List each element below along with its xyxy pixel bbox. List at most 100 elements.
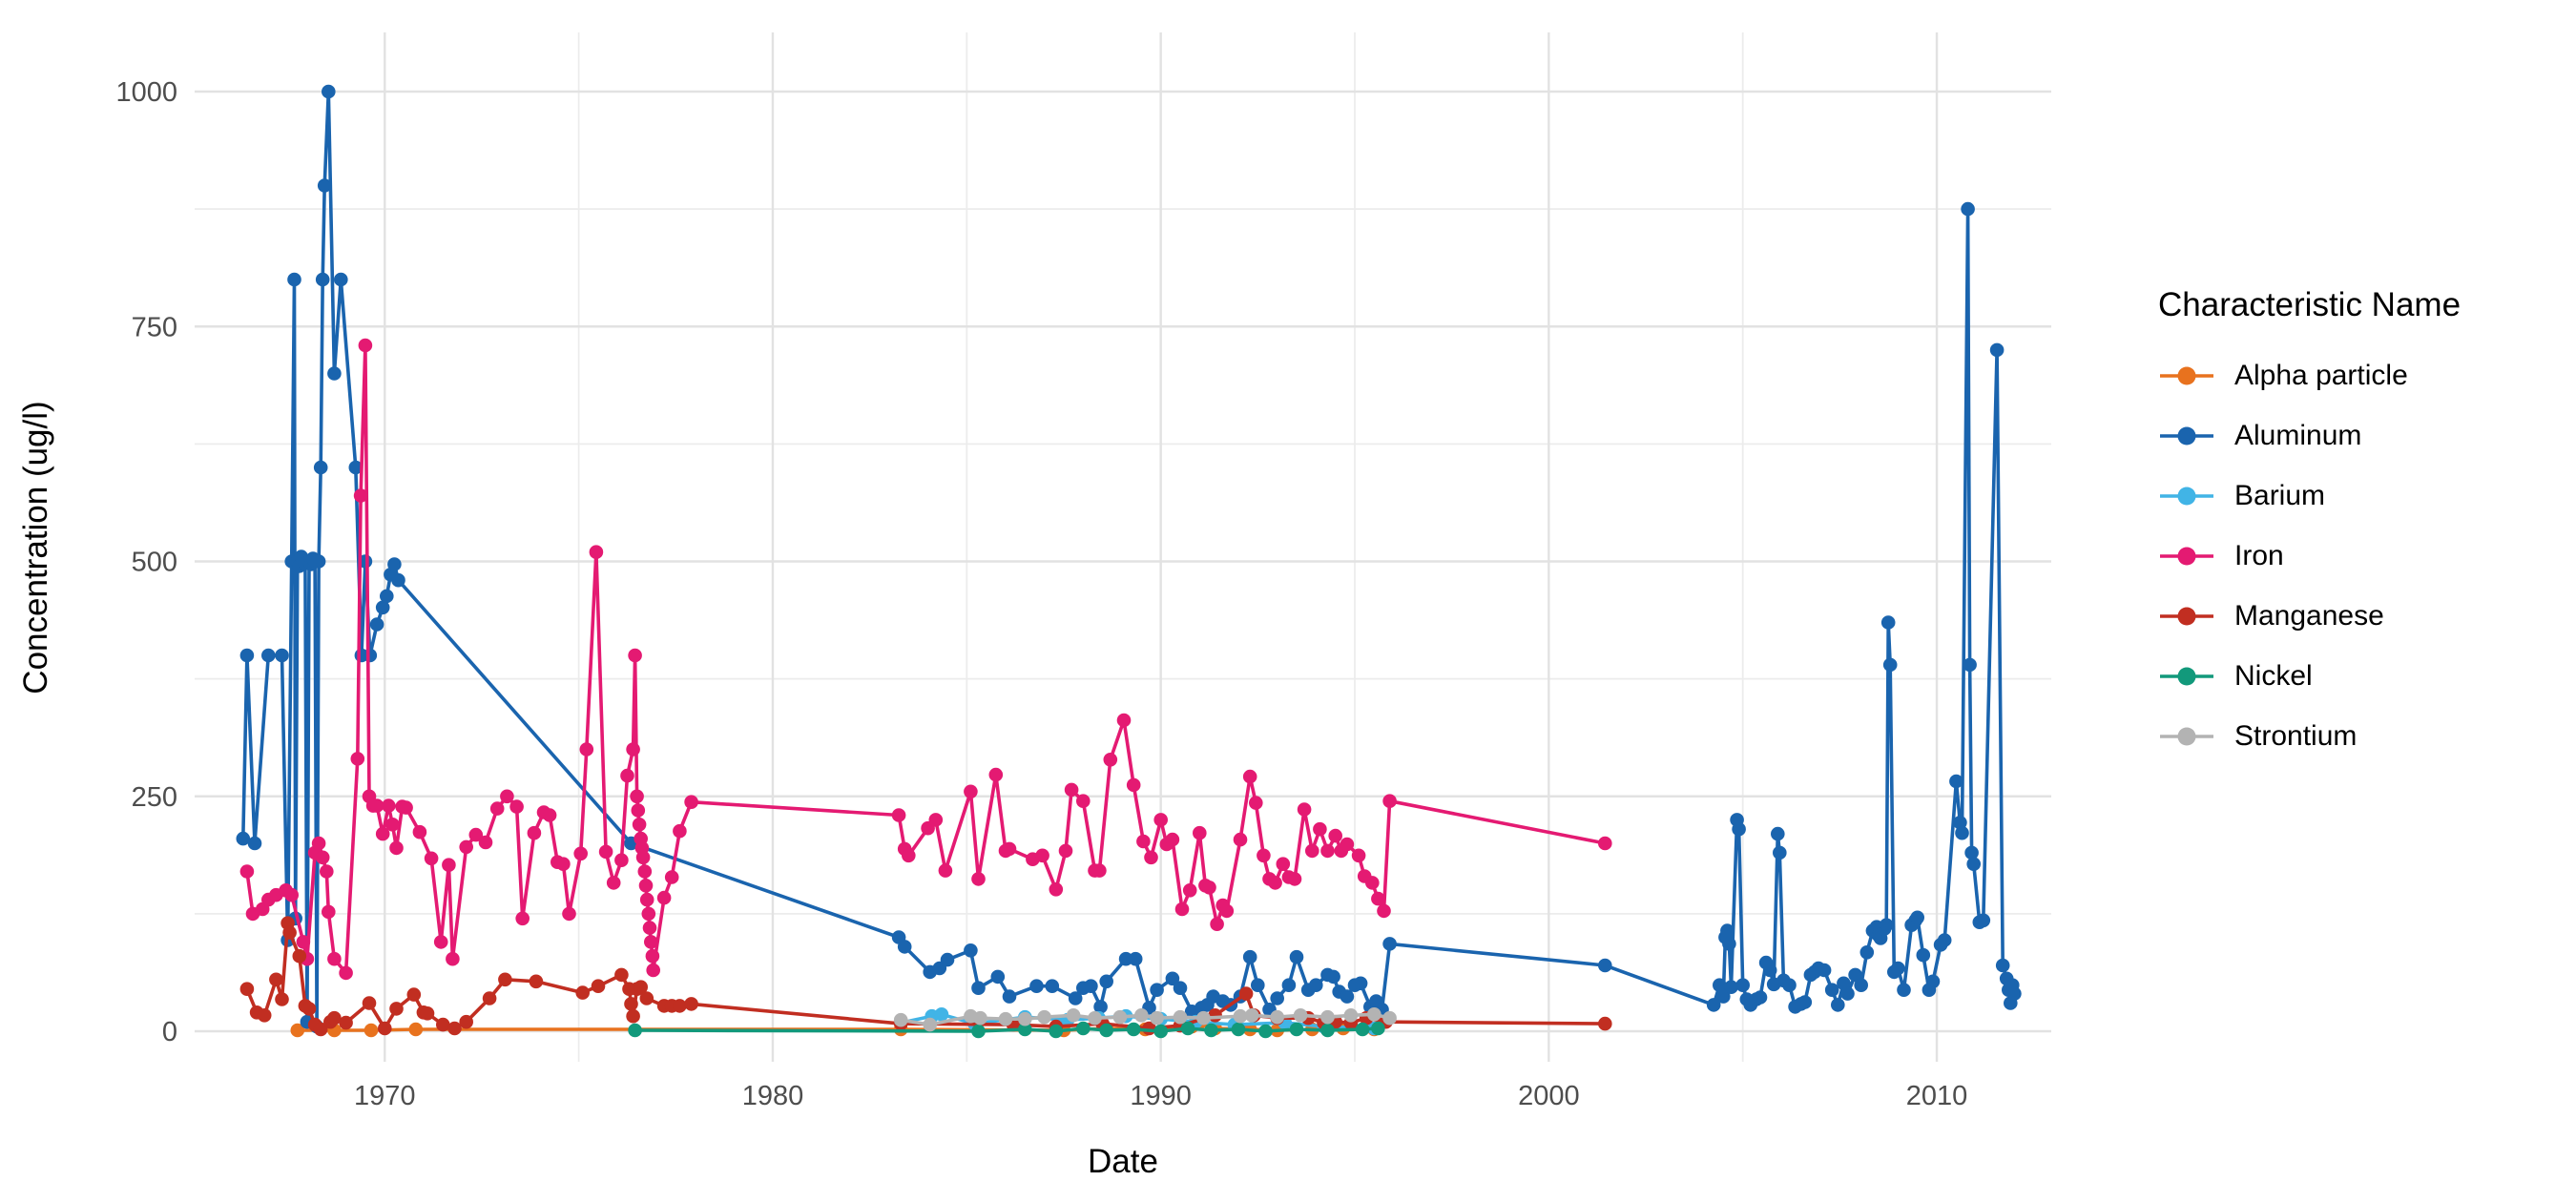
series-aluminum xyxy=(236,84,2022,1034)
legend-key-icon xyxy=(2160,607,2213,625)
data-point xyxy=(1313,821,1327,837)
data-point xyxy=(1084,979,1098,993)
data-point xyxy=(1242,769,1257,784)
data-point xyxy=(1320,1023,1335,1038)
data-point xyxy=(673,999,687,1013)
data-point xyxy=(1165,832,1180,847)
data-point xyxy=(562,906,576,922)
data-point xyxy=(988,767,1004,782)
data-point xyxy=(1018,1022,1032,1037)
data-point xyxy=(998,1011,1013,1026)
data-point xyxy=(891,808,906,822)
data-point xyxy=(378,1021,392,1036)
data-point xyxy=(239,648,255,663)
data-point xyxy=(1720,923,1735,938)
legend-title: Characteristic Name xyxy=(2158,286,2462,323)
data-point xyxy=(973,1010,987,1026)
data-point xyxy=(1879,918,1894,932)
data-point xyxy=(1831,998,1845,1012)
data-point xyxy=(1713,978,1727,992)
data-point xyxy=(1064,782,1079,798)
x-axis-title: Date xyxy=(1088,1143,1158,1180)
data-point xyxy=(362,996,377,1010)
legend-item-manganese: Manganese xyxy=(2158,599,2461,632)
data-point xyxy=(420,1006,435,1021)
data-point xyxy=(1049,882,1064,897)
series-strontium xyxy=(893,1007,1397,1032)
data-point xyxy=(990,969,1006,984)
data-point xyxy=(527,825,542,840)
data-point xyxy=(626,1008,640,1024)
data-point xyxy=(257,1008,272,1023)
data-point xyxy=(628,1023,642,1038)
data-point xyxy=(408,1022,424,1037)
data-point xyxy=(1353,976,1368,991)
data-point xyxy=(1367,1007,1381,1022)
data-point xyxy=(382,798,396,813)
data-point xyxy=(478,835,493,850)
legend-item-label: Iron xyxy=(2234,539,2284,571)
data-point xyxy=(1293,1008,1308,1023)
data-point xyxy=(1722,937,1736,951)
legend-item-iron: Iron xyxy=(2158,539,2461,572)
data-point xyxy=(1343,1008,1359,1023)
legend-item-nickel: Nickel xyxy=(2158,659,2461,693)
data-point xyxy=(1150,983,1164,997)
data-point xyxy=(637,864,653,879)
data-point xyxy=(1297,802,1312,817)
data-point xyxy=(339,1015,353,1030)
data-point xyxy=(1824,983,1839,997)
data-point xyxy=(1732,821,1746,837)
data-point xyxy=(1144,850,1158,865)
data-point xyxy=(239,864,255,879)
data-point xyxy=(482,991,497,1005)
data-point xyxy=(369,798,384,813)
data-point xyxy=(1340,989,1355,1004)
data-point xyxy=(1976,913,1991,928)
grid-major xyxy=(195,32,2051,1062)
data-point xyxy=(1076,794,1091,808)
data-point xyxy=(1371,1021,1385,1036)
data-point xyxy=(424,851,439,866)
data-point xyxy=(1126,777,1141,793)
axis-tick-labels: 0 250 500 750 1000 1970 1980 1990 2000 2010 xyxy=(115,77,1967,1111)
data-point xyxy=(938,863,953,878)
data-point xyxy=(239,982,255,996)
data-point xyxy=(1925,974,1941,989)
data-point xyxy=(971,1024,986,1039)
data-point xyxy=(1244,1008,1259,1023)
data-point xyxy=(1134,1008,1149,1023)
legend-key-icon xyxy=(2160,727,2213,745)
data-point xyxy=(1995,958,2010,973)
data-point xyxy=(375,600,390,615)
data-point xyxy=(1238,986,1254,1001)
data-point xyxy=(897,940,912,954)
data-point xyxy=(1797,995,1813,1009)
data-point xyxy=(1989,342,2005,358)
data-point xyxy=(1128,951,1143,966)
legend-item-label: Nickel xyxy=(2234,659,2313,692)
data-point xyxy=(1242,949,1257,964)
data-point xyxy=(1859,945,1875,960)
legend-item-label: Aluminum xyxy=(2234,419,2362,451)
data-point xyxy=(1193,825,1207,840)
data-point xyxy=(1270,1009,1284,1025)
data-point xyxy=(1251,978,1265,992)
x-tick-label: 1990 xyxy=(1130,1081,1192,1111)
data-point xyxy=(261,648,276,663)
data-point xyxy=(468,827,484,842)
x-tick-label: 2000 xyxy=(1518,1081,1580,1111)
data-point xyxy=(1328,828,1342,843)
data-point xyxy=(1817,963,1832,978)
data-point xyxy=(1854,978,1868,992)
data-point xyxy=(1848,967,1862,983)
series-line-aluminum xyxy=(241,90,2017,1028)
data-point xyxy=(635,850,651,865)
data-point xyxy=(1208,1008,1222,1023)
data-point xyxy=(1066,1008,1081,1023)
data-point xyxy=(614,853,629,867)
data-point xyxy=(350,752,365,766)
data-point xyxy=(1257,848,1271,863)
legend-item-aluminum: Aluminum xyxy=(2158,419,2461,452)
series-line-strontium xyxy=(899,1012,1392,1026)
